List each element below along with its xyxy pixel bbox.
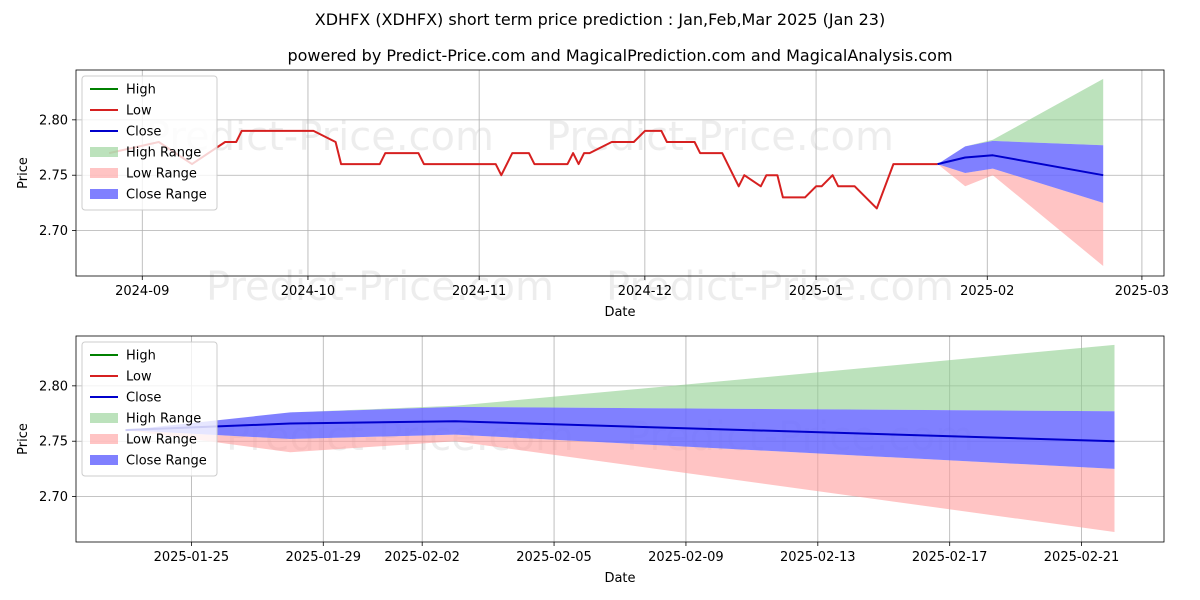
x-tick-label: 2025-02-17 <box>912 550 988 565</box>
plot-area <box>108 78 1104 266</box>
close-line <box>937 154 1104 177</box>
legend-swatch <box>90 455 118 465</box>
x-tick-label: 2025-02-21 <box>1044 550 1120 565</box>
legend-swatch <box>90 413 118 423</box>
legend-swatch <box>90 168 118 178</box>
legend-label: Close Range <box>126 188 207 203</box>
legend-swatch <box>90 147 118 157</box>
legend-label: Close <box>126 391 161 406</box>
legend-label: Low <box>126 104 152 119</box>
high-range-band <box>937 78 1104 165</box>
legend-label: High <box>126 83 156 98</box>
low-range-band <box>937 164 1104 266</box>
bottom-panel: Predict-Price.comPredict-Price.com2025-0… <box>16 335 1165 586</box>
legend-swatch <box>90 434 118 444</box>
x-tick-label: 2024-12 <box>618 284 672 299</box>
high-range-band <box>125 344 1115 431</box>
legend-label: Low Range <box>126 433 197 448</box>
legend-label: Low <box>126 370 152 385</box>
legend-label: Low Range <box>126 167 197 182</box>
x-tick-label: 2025-02-09 <box>648 550 724 565</box>
legend-label: Close <box>126 125 161 140</box>
legend-label: Close Range <box>126 454 207 469</box>
y-tick-label: 2.75 <box>39 435 68 450</box>
y-axis-label: Price <box>16 423 31 455</box>
axes-frame <box>75 69 1165 277</box>
x-tick-label: 2025-01-25 <box>154 550 230 565</box>
y-tick-label: 2.70 <box>39 224 68 239</box>
y-tick-label: 2.75 <box>39 169 68 184</box>
legend-swatch <box>90 189 118 199</box>
watermark-text: Predict-Price.com <box>206 264 554 310</box>
y-tick-label: 2.80 <box>39 379 68 394</box>
legend-label: High Range <box>126 412 201 427</box>
low-line <box>108 129 938 210</box>
x-tick-label: 2025-03 <box>1115 284 1169 299</box>
x-tick-label: 2024-11 <box>452 284 506 299</box>
x-tick-label: 2025-01-29 <box>285 550 361 565</box>
x-tick-label: 2025-02 <box>960 284 1014 299</box>
x-tick-label: 2024-09 <box>115 284 169 299</box>
legend-label: High Range <box>126 146 201 161</box>
axes-frame <box>75 335 1165 543</box>
chart-title: XDHFX (XDHFX) short term price predictio… <box>315 10 885 29</box>
x-axis-label: Date <box>604 571 635 586</box>
y-axis-label: Price <box>16 157 31 189</box>
x-tick-label: 2025-01 <box>789 284 843 299</box>
y-tick-label: 2.80 <box>39 113 68 128</box>
x-tick-label: 2025-02-02 <box>384 550 460 565</box>
legend-label: High <box>126 349 156 364</box>
x-axis-label: Date <box>604 305 635 320</box>
watermark-text: Predict-Price.com <box>606 264 954 310</box>
legend: High Low Close High Range Low Range Close Ran… <box>81 341 218 477</box>
x-tick-label: 2025-02-13 <box>780 550 856 565</box>
x-tick-label: 2024-10 <box>281 284 335 299</box>
plot-area <box>125 344 1115 532</box>
x-tick-label: 2025-02-05 <box>516 550 592 565</box>
y-tick-label: 2.70 <box>39 490 68 505</box>
legend: High Low Close High Range Low Range Close Ran… <box>81 75 218 211</box>
low-range-band <box>125 430 1115 532</box>
top-panel: Predict-Price.com Predict-Price.comPredic… <box>16 69 1169 320</box>
chart-subtitle: powered by Predict-Price.com and Magical… <box>287 46 952 65</box>
